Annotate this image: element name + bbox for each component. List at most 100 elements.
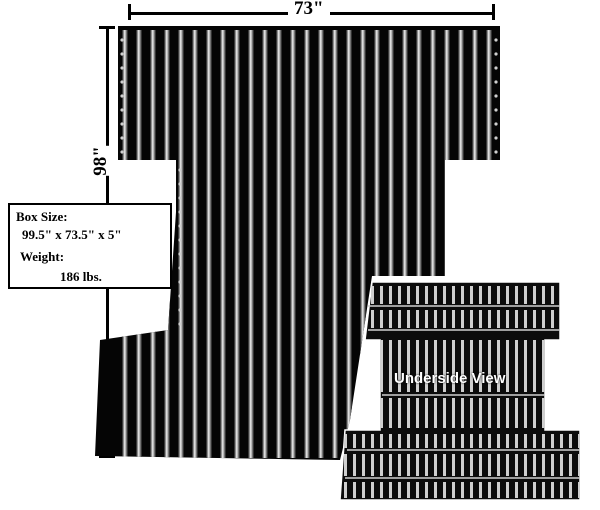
underside-rib bbox=[470, 398, 473, 428]
underside-rib bbox=[470, 482, 473, 498]
floor-rib bbox=[402, 30, 408, 458]
rivet bbox=[120, 136, 124, 140]
floor-rib bbox=[304, 30, 310, 458]
width-dimension-tick-left bbox=[128, 4, 131, 20]
underside-rib bbox=[470, 434, 473, 448]
underside-rib bbox=[515, 434, 518, 448]
underside-rib bbox=[443, 454, 446, 476]
underside-rib bbox=[488, 434, 491, 448]
floor-rib bbox=[360, 30, 366, 458]
underside-rib bbox=[551, 454, 554, 476]
underside-rib bbox=[407, 398, 410, 428]
underside-rib bbox=[569, 340, 572, 392]
underside-rib bbox=[470, 286, 473, 304]
bed-floor-rivets bbox=[120, 38, 498, 326]
underside-rib bbox=[524, 286, 527, 304]
underside-rib bbox=[560, 398, 563, 428]
underside-rib bbox=[515, 310, 518, 328]
underside-rib bbox=[524, 310, 527, 328]
underside-rib bbox=[353, 482, 356, 498]
underside-rib bbox=[560, 454, 563, 476]
underside-rib bbox=[524, 434, 527, 448]
underside-rib bbox=[353, 310, 356, 328]
underside-rib bbox=[434, 286, 437, 304]
underside-rib bbox=[524, 454, 527, 476]
underside-rib bbox=[371, 482, 374, 498]
underside-rib bbox=[425, 286, 428, 304]
underside-rib bbox=[488, 340, 491, 392]
underside-rib bbox=[389, 310, 392, 328]
underside-rib bbox=[344, 286, 347, 304]
underside-rib bbox=[551, 482, 554, 498]
underside-rib bbox=[542, 434, 545, 448]
underside-rib bbox=[497, 434, 500, 448]
underside-rib bbox=[461, 286, 464, 304]
underside-rib bbox=[425, 310, 428, 328]
underside-rib bbox=[506, 454, 509, 476]
width-dimension-tick-right bbox=[492, 4, 495, 20]
floor-rib bbox=[192, 30, 198, 458]
underside-rib bbox=[434, 454, 437, 476]
underside-rib bbox=[425, 454, 428, 476]
underside-rib bbox=[452, 286, 455, 304]
underside-rib bbox=[353, 340, 356, 392]
underside-rib bbox=[506, 398, 509, 428]
underside-rib bbox=[407, 434, 410, 448]
underside-rib bbox=[407, 310, 410, 328]
underside-rib bbox=[443, 340, 446, 392]
rivet bbox=[178, 308, 182, 312]
rivet bbox=[494, 150, 498, 154]
spec-box: Box Size: 99.5" x 73.5" x 5" Weight: 186… bbox=[8, 203, 172, 289]
underside-rib bbox=[380, 398, 383, 428]
underside-rib bbox=[371, 340, 374, 392]
underside-rib bbox=[452, 310, 455, 328]
underside-rib bbox=[569, 482, 572, 498]
underside-rib bbox=[443, 398, 446, 428]
rivet bbox=[494, 94, 498, 98]
underside-rib bbox=[461, 340, 464, 392]
underside-rib bbox=[371, 454, 374, 476]
underside-rib bbox=[551, 434, 554, 448]
floor-rib bbox=[318, 30, 324, 458]
underside-rib bbox=[479, 398, 482, 428]
underside-rib bbox=[425, 398, 428, 428]
rivet bbox=[120, 66, 124, 70]
floor-rib bbox=[290, 30, 296, 458]
rivet bbox=[120, 52, 124, 56]
floor-rib bbox=[234, 30, 240, 458]
underside-rib bbox=[416, 398, 419, 428]
underside-rib bbox=[506, 434, 509, 448]
underside-rib bbox=[542, 454, 545, 476]
rivet bbox=[494, 38, 498, 42]
underside-rib bbox=[398, 286, 401, 304]
underside-view-label: Underside View bbox=[394, 370, 506, 387]
underside-rib bbox=[398, 482, 401, 498]
rivet bbox=[178, 196, 182, 200]
underside-rib bbox=[488, 482, 491, 498]
underside-rib bbox=[380, 454, 383, 476]
floor-rib bbox=[220, 30, 226, 458]
underside-rib bbox=[425, 482, 428, 498]
rivet bbox=[120, 122, 124, 126]
underside-rib bbox=[353, 454, 356, 476]
floor-rib bbox=[178, 30, 184, 458]
underside-rib bbox=[569, 398, 572, 428]
underside-rib bbox=[443, 286, 446, 304]
underside-rib bbox=[479, 286, 482, 304]
underside-rib bbox=[461, 310, 464, 328]
weight-value: 186 lbs. bbox=[60, 269, 102, 284]
underside-rib bbox=[515, 454, 518, 476]
underside-rib bbox=[470, 340, 473, 392]
floor-rib bbox=[430, 30, 436, 458]
rivet bbox=[120, 80, 124, 84]
underside-rib bbox=[389, 434, 392, 448]
underside-rib bbox=[560, 482, 563, 498]
underside-rib bbox=[533, 286, 536, 304]
underside-rib bbox=[407, 286, 410, 304]
underside-rib bbox=[398, 454, 401, 476]
floor-rib bbox=[346, 30, 352, 458]
underside-rib bbox=[344, 434, 347, 448]
underside-rib bbox=[425, 434, 428, 448]
underside-rib bbox=[344, 340, 347, 392]
